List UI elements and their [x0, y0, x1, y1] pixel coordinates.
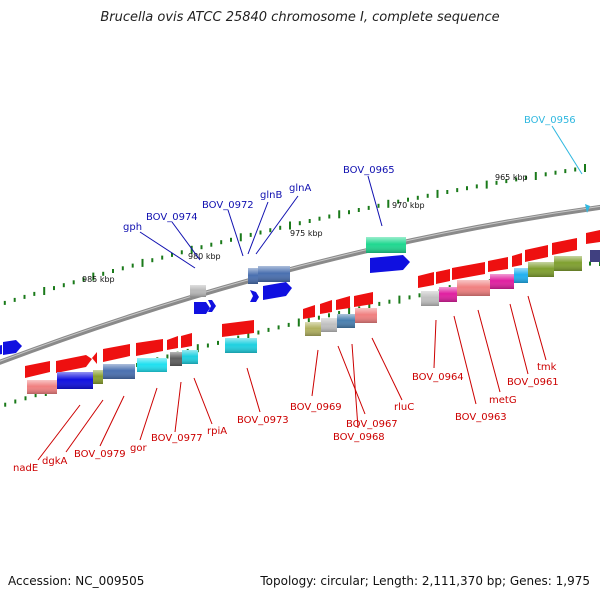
labels-bottom: nadE dgkA BOV_0979 gor BOV_0977 rpiA BOV… — [13, 362, 559, 474]
gene-label[interactable]: BOV_0973 — [237, 415, 289, 426]
gene-label[interactable]: rluC — [394, 402, 414, 413]
kbp-labels: 985 kbp 980 kbp 975 kbp 970 kbp 965 kbp — [82, 173, 528, 284]
gene-glnA-arrow2[interactable] — [263, 282, 292, 300]
gene-glnB[interactable] — [258, 266, 290, 282]
gene-label[interactable]: BOV_0961 — [507, 377, 559, 388]
gene-BOV_0961-arrow[interactable] — [488, 257, 508, 272]
gene-BOV_0968-arrow[interactable] — [336, 296, 350, 310]
gene-BOV_0964-arrow[interactable] — [418, 272, 434, 288]
map-title: Brucella ovis ATCC 25840 chromosome I, c… — [100, 10, 500, 25]
shading — [27, 256, 582, 394]
gene-label[interactable]: BOV_0963 — [455, 412, 507, 423]
gene-right-arrow-a[interactable] — [525, 245, 548, 262]
gene-label[interactable]: BOV_0979 — [74, 449, 126, 460]
gene-label[interactable]: BOV_0969 — [290, 402, 342, 413]
gene-left-edge-arrow[interactable] — [0, 340, 22, 355]
chromosome-backbone — [0, 204, 600, 365]
gene-label[interactable]: BOV_0974 — [146, 212, 198, 223]
gene-label[interactable]: dgkA — [42, 456, 67, 467]
gene-BOV_0965-arrow[interactable] — [370, 255, 410, 273]
gene-label[interactable]: glnA — [289, 183, 311, 194]
labels-top: gph BOV_0974 BOV_0972 glnB glnA BOV_0965 — [123, 165, 395, 233]
gene-label[interactable]: BOV_0977 — [151, 433, 203, 444]
gene-label[interactable]: BOV_0964 — [412, 372, 464, 383]
gene-BOV_0969-arrow[interactable] — [303, 305, 315, 319]
gene-right-block-c[interactable] — [590, 250, 600, 262]
gene-BOV_0973-arrow[interactable] — [222, 320, 254, 337]
gene-BOV_0967-arrow[interactable] — [320, 300, 332, 314]
gene-BOV_0977-arrow[interactable] — [167, 336, 178, 350]
gene-glnA-arrow1[interactable] — [250, 290, 259, 302]
gene-label[interactable]: BOV_0968 — [333, 432, 385, 443]
gene-label[interactable]: gph — [123, 222, 142, 233]
accession-text: Accession: NC_009505 — [8, 574, 145, 588]
leader-lines-bottom — [37, 295, 547, 461]
gene-label[interactable]: gor — [130, 443, 147, 454]
gene-gph[interactable] — [190, 285, 206, 297]
gene-dgkA-arrow[interactable] — [56, 355, 92, 373]
chromosome-backbone-highlight — [0, 205, 600, 362]
gene-label-highlight[interactable]: BOV_0956 — [524, 115, 576, 126]
gene-BOV_0972[interactable] — [248, 268, 258, 284]
gene-nadE-arrow[interactable] — [25, 361, 50, 378]
kbp-label: 985 kbp — [82, 275, 115, 284]
leader-line-highlight — [551, 125, 583, 175]
gene-rpiA-arrow[interactable] — [181, 333, 192, 348]
kbp-label: 970 kbp — [392, 201, 425, 210]
gene-label[interactable]: tmk — [537, 362, 557, 373]
kbp-label: 965 kbp — [495, 173, 528, 182]
gene-BOV_0963-arrow[interactable] — [436, 269, 450, 284]
gene-label[interactable]: glnB — [260, 190, 282, 201]
gene-label[interactable]: rpiA — [207, 426, 227, 437]
gene-label[interactable]: metG — [489, 395, 517, 406]
gene-label[interactable]: BOV_0967 — [346, 419, 398, 430]
gene-right-arrow-c[interactable] — [586, 230, 600, 244]
gene-label[interactable]: BOV_0972 — [202, 200, 254, 211]
gene-tmk-arrow[interactable] — [512, 253, 522, 267]
gene-right-arrow-b[interactable] — [552, 238, 577, 255]
gene-BOV_0956-arrow[interactable] — [585, 204, 590, 213]
leader-lines-top — [139, 175, 383, 269]
genes-upper — [0, 204, 590, 355]
gene-metG-arrow[interactable] — [452, 262, 485, 280]
gene-BOV_0979-arrow[interactable] — [103, 344, 130, 362]
gene-BOV_0974-arrow[interactable] — [208, 300, 216, 312]
kbp-label: 980 kbp — [188, 252, 221, 261]
gene-small-arrow[interactable] — [92, 352, 97, 364]
genome-stats-text: Topology: circular; Length: 2,111,370 bp… — [260, 574, 590, 588]
gene-label[interactable]: nadE — [13, 463, 38, 474]
gene-gor-arrow[interactable] — [136, 339, 163, 356]
gene-label[interactable]: BOV_0965 — [343, 165, 395, 176]
kbp-label: 975 kbp — [290, 229, 323, 238]
gene-rluC-arrow[interactable] — [354, 292, 373, 307]
gene-gph-arrow[interactable] — [194, 302, 210, 314]
gene-BOV_0965[interactable] — [366, 237, 406, 253]
